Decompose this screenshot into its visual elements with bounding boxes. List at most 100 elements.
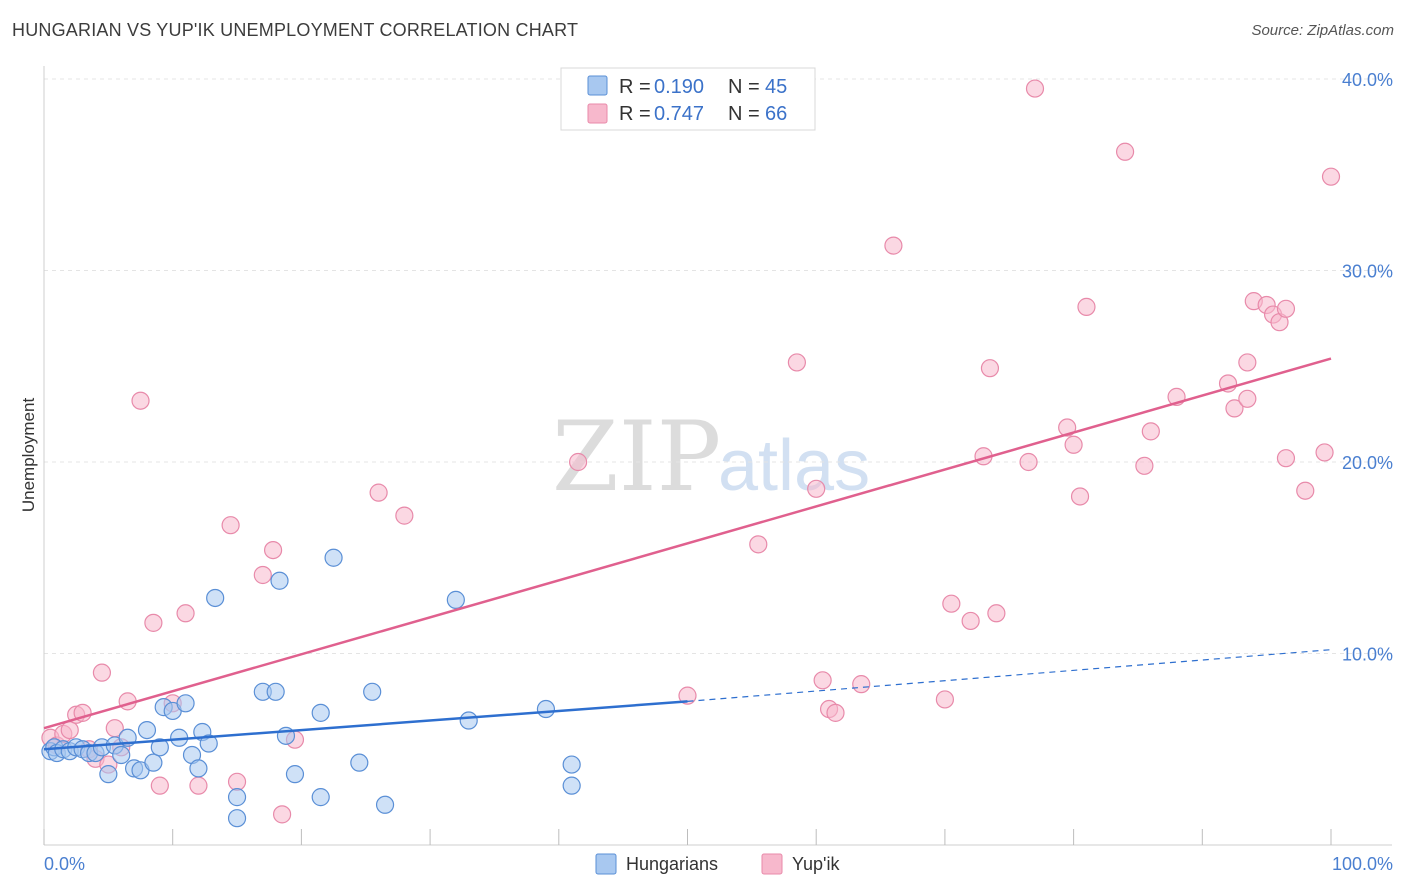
yupik-point [1070, 487, 1090, 506]
yupik-point [1064, 435, 1083, 454]
legend-r-label-2: R = [619, 103, 651, 125]
yupik-point [131, 391, 150, 410]
bottom-legend-swatch-hungarians [595, 853, 617, 875]
bottom-legend-swatch-yupik [761, 853, 783, 875]
hungarians-point [311, 788, 330, 807]
yupik-point [1276, 299, 1296, 318]
yupik-point [369, 483, 388, 502]
yupik-point [92, 663, 112, 682]
legend-swatch-blue [587, 75, 608, 96]
hungarians-point [459, 711, 478, 730]
yupik-point [826, 703, 845, 722]
y-tick-label: 30.0% [1342, 262, 1393, 282]
legend-r-value-2: 0.747 [654, 103, 704, 125]
yupik-point [150, 776, 169, 795]
hungarians-point [99, 765, 118, 784]
yupik-point [227, 772, 247, 791]
yupik-point [807, 479, 826, 498]
yupik-point [60, 720, 79, 740]
yupik-point [787, 353, 806, 372]
series-yupik [41, 79, 1341, 824]
yupik-point [144, 613, 163, 632]
yupik-point [1058, 418, 1077, 437]
yupik-point [221, 516, 240, 535]
yupik-point [1225, 399, 1244, 418]
yupik-point [813, 671, 832, 690]
yupik-point [961, 611, 980, 631]
yupik-point [1315, 443, 1334, 462]
hungarians-point [446, 590, 465, 609]
hungarians-point [363, 682, 382, 701]
hungarians-point [562, 755, 581, 774]
yupik-point [1141, 422, 1160, 441]
watermark-atlas: atlas [718, 426, 870, 506]
hungarians-point [285, 765, 305, 784]
y-tick-label: 20.0% [1342, 453, 1393, 473]
hungarians-point [144, 753, 163, 772]
yupik-point [1276, 449, 1296, 468]
hungarians-point [227, 788, 247, 807]
hungarians-point [137, 720, 157, 740]
yupik-point [189, 776, 208, 795]
hungarians-point [350, 753, 369, 772]
yupik-point [176, 604, 195, 623]
yupik-point [1238, 389, 1257, 408]
legend-n-label-2: N = [728, 103, 760, 125]
hungarians-point [176, 694, 195, 713]
hungarians-point [536, 699, 556, 719]
axes [43, 66, 1392, 846]
hungarians-point [266, 682, 285, 701]
yupik-point [1296, 481, 1315, 500]
yupik-point [852, 675, 871, 694]
yupik-point [942, 594, 961, 613]
yupik-point [884, 236, 903, 255]
bottom-legend-yupik: Yup'ik [792, 854, 840, 874]
yupik-point [678, 686, 697, 705]
hungarians-point [311, 703, 330, 722]
correlation-legend: R = 0.190 N = 45 R = 0.747 N = 66 [560, 67, 816, 131]
yupik-point [1321, 167, 1341, 186]
legend-r-value-1: 0.190 [654, 76, 704, 98]
hungarians-point [206, 588, 225, 608]
yupik-point [569, 452, 588, 472]
legend-n-value-1: 45 [765, 76, 787, 98]
hungarians-point [324, 548, 343, 567]
yupik-point [980, 359, 1000, 378]
chart-title: HUNGARIAN VS YUP'IK UNEMPLOYMENT CORRELA… [12, 20, 579, 40]
x-tick-label: 0.0% [44, 854, 85, 874]
y-tick-label: 10.0% [1342, 645, 1393, 665]
yupik-point [1019, 452, 1038, 472]
hungarians-point [150, 738, 169, 757]
source-label: Source: ZipAtlas.com [1251, 22, 1394, 39]
hungarians-trend-extension [687, 649, 1332, 702]
y-tick-label: 40.0% [1342, 70, 1393, 90]
yupik-point [395, 506, 414, 525]
legend-swatch-pink [587, 103, 608, 124]
series-legend: Hungarians Yup'ik [595, 853, 840, 875]
bottom-legend-hungarians: Hungarians [626, 854, 718, 874]
hungarians-point [199, 734, 218, 753]
yupik-point [272, 805, 292, 824]
hungarians-point [189, 759, 208, 778]
yupik-point [935, 690, 955, 709]
yupik-trend-line [43, 357, 1332, 730]
yupik-point [1077, 297, 1096, 316]
gridlines [44, 78, 1392, 654]
y-axis-label: Unemployment [19, 398, 38, 513]
hungarians-point [562, 776, 581, 795]
x-tick-label: 100.0% [1332, 854, 1393, 874]
hungarians-trend-line [43, 700, 688, 751]
legend-n-value-2: 66 [765, 103, 787, 125]
legend-n-label-1: N = [728, 76, 760, 98]
yupik-point [1238, 353, 1257, 372]
yupik-point [1135, 456, 1154, 475]
legend-r-label-1: R = [619, 76, 651, 98]
yupik-point [1025, 79, 1045, 98]
yupik-point [263, 540, 283, 560]
hungarians-point [375, 795, 395, 814]
tick-labels: 10.0% 20.0% 30.0% 40.0% 0.0% 100.0% [44, 70, 1393, 874]
yupik-point [253, 565, 272, 585]
yupik-point [749, 535, 768, 554]
hungarians-point [112, 745, 131, 765]
series-hungarians [41, 548, 581, 828]
